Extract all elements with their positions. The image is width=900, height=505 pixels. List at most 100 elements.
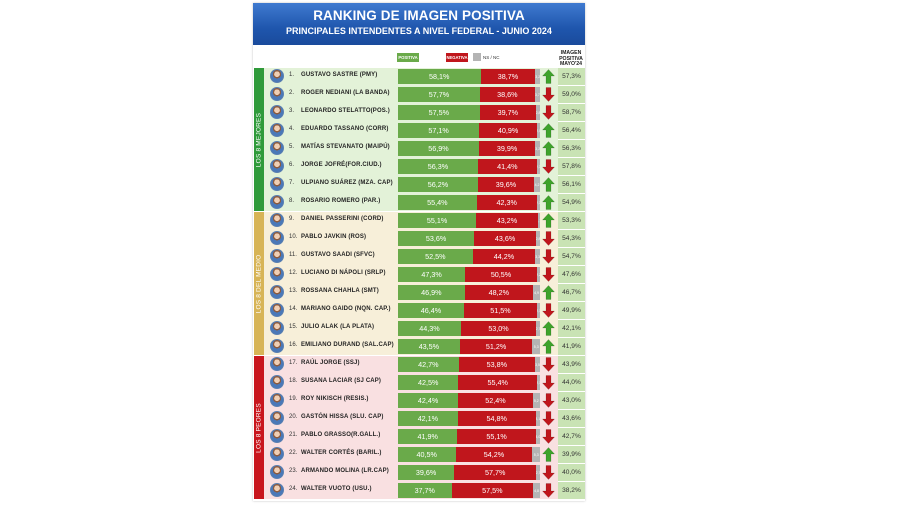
- mayor-name: WALTER CORTÉS (BARIL.): [301, 450, 382, 456]
- rank-number: 22.: [289, 450, 298, 456]
- bar-nsnc: 5,3: [532, 447, 540, 462]
- legend-positive-label: POSITIVA: [397, 52, 419, 62]
- mayor-name: PABLO JAVKIN (ROS): [301, 234, 367, 240]
- bar-positive: 56,9%: [398, 141, 479, 156]
- bar-negative: 44,2%: [472, 249, 536, 264]
- avatar: [270, 375, 284, 389]
- bar-nsnc: 3,2: [535, 69, 540, 84]
- bar-positive: 56,2%: [398, 177, 478, 192]
- rank-number: 2.: [289, 90, 295, 96]
- mayor-name: GUSTAVO SASTRE (PMY): [301, 72, 378, 78]
- mayor-name: LUCIANO DI NÁPOLI (SRLP): [301, 270, 386, 276]
- bar-nsnc: 2,0: [537, 123, 540, 138]
- table-row: 2. ROGER NEDIANI (LA BANDA) 57,7% 38,6% 3,7 5…: [253, 86, 585, 103]
- previous-value: 56,4%: [558, 122, 585, 139]
- bar-negative: 51,2%: [459, 339, 533, 354]
- bar-nsnc: 3,5: [535, 357, 540, 372]
- legend-negative: NEGATIVA: [446, 52, 468, 62]
- bar-negative: 53,8%: [458, 357, 536, 372]
- rank-number: 21.: [289, 432, 298, 438]
- avatar: [270, 447, 284, 461]
- table-row: 23. ARMANDO MOLINA (LR.CAP) 39,6% 57,7% 2,7 4…: [253, 464, 585, 481]
- mayor-name: ARMANDO MOLINA (LR.CAP): [301, 468, 389, 474]
- previous-value: 57,8%: [558, 158, 585, 175]
- table-row: 17. RAÚL JORGE (SSJ) 42,7% 53,8% 3,5 43,9%: [253, 356, 585, 373]
- bar-negative: 43,6%: [474, 231, 537, 246]
- bar-positive: 42,4%: [398, 393, 459, 408]
- table-row: 15. JULIO ALAK (LA PLATA) 44,3% 53,0% 2,7 42,…: [253, 320, 585, 337]
- table-row: 19. ROY NIKISCH (RESIS.) 42,4% 52,4% 5,2 43,0…: [253, 392, 585, 409]
- table-row: 8. ROSARIO ROMERO (PAR.) 55,4% 42,3% 2,3 54,9…: [253, 194, 585, 211]
- mayor-name: ROGER NEDIANI (LA BANDA): [301, 90, 390, 96]
- arrow-up-icon: [542, 69, 555, 84]
- previous-value: 43,0%: [558, 392, 585, 409]
- mayor-name: GASTÓN HISSA (SLU. CAP): [301, 414, 384, 420]
- bar-positive: 57,1%: [398, 123, 480, 138]
- rank-number: 24.: [289, 486, 298, 492]
- rank-number: 1.: [289, 72, 295, 78]
- avatar: [270, 357, 284, 371]
- bar-negative: 38,6%: [479, 87, 535, 102]
- legend-nsnc: NS / NC: [473, 52, 500, 62]
- bar-negative: 39,7%: [479, 105, 536, 120]
- bar-nsnc: 3,2: [535, 141, 540, 156]
- arrow-up-icon: [542, 141, 555, 156]
- bar-positive: 46,9%: [398, 285, 465, 300]
- legend-nsnc-swatch: [473, 53, 481, 61]
- rank-number: 17.: [289, 360, 298, 366]
- mayor-name: JULIO ALAK (LA PLATA): [301, 324, 375, 330]
- rank-number: 5.: [289, 144, 295, 150]
- mayor-name: PABLO GRASSO(R.GALL.): [301, 432, 381, 438]
- table-row: 11. GUSTAVO SAADI (SFVC) 52,5% 44,2% 3,3 54,7…: [253, 248, 585, 265]
- avatar: [270, 123, 284, 137]
- rank-number: 14.: [289, 306, 298, 312]
- chart-title: RANKING DE IMAGEN POSITIVA: [313, 8, 525, 23]
- rank-number: 15.: [289, 324, 298, 330]
- mayor-name: EMILIANO DURAND (SAL.CAP): [301, 342, 394, 348]
- arrow-down-icon: [542, 159, 555, 174]
- bar-negative: 57,7%: [454, 465, 537, 480]
- bar-negative: 40,9%: [479, 123, 538, 138]
- table-row: 3. LEONARDO STELATTO(POS.) 57,5% 39,7% 2,8 58…: [253, 104, 585, 121]
- avatar: [270, 321, 284, 335]
- bar-negative: 54,8%: [457, 411, 536, 426]
- bar-nsnc: 4,2: [534, 177, 540, 192]
- table-row: 10. PABLO JAVKIN (ROS) 53,6% 43,6% 2,8 54,3%: [253, 230, 585, 247]
- bar-nsnc: 2,8: [536, 105, 540, 120]
- bar-positive: 43,5%: [398, 339, 460, 354]
- avatar: [270, 429, 284, 443]
- arrow-up-icon: [542, 177, 555, 192]
- previous-value: 44,0%: [558, 374, 585, 391]
- avatar: [270, 159, 284, 173]
- bar-negative: 38,7%: [480, 69, 536, 84]
- mayor-name: ROY NIKISCH (RESIS.): [301, 396, 369, 402]
- rank-number: 16.: [289, 342, 298, 348]
- table-row: 1. GUSTAVO SASTRE (PMY) 58,1% 38,7% 3,2 57,3%: [253, 68, 585, 85]
- table-row: 12. LUCIANO DI NÁPOLI (SRLP) 47,3% 50,5% 2,2…: [253, 266, 585, 283]
- bar-nsnc: 2,1: [537, 303, 540, 318]
- previous-value: 58,7%: [558, 104, 585, 121]
- ranking-card: RANKING DE IMAGEN POSITIVA PRINCIPALES I…: [253, 3, 585, 501]
- group-bar: LOS 8 MEJORES: [254, 68, 264, 211]
- avatar: [270, 195, 284, 209]
- arrow-down-icon: [542, 303, 555, 318]
- mayor-name: DANIEL PASSERINI (CORD): [301, 216, 384, 222]
- bar-positive: 42,5%: [398, 375, 459, 390]
- table-row: 6. JORGE JOFRÉ(FOR.CIUD.) 56,3% 41,4% 2,3 57,…: [253, 158, 585, 175]
- bar-positive: 57,7%: [398, 87, 480, 102]
- legend-positive: POSITIVA: [397, 52, 419, 62]
- arrow-down-icon: [542, 465, 555, 480]
- bar-nsnc: 4,9: [533, 285, 540, 300]
- arrow-up-icon: [542, 213, 555, 228]
- bar-positive: 53,6%: [398, 231, 475, 246]
- avatar: [270, 87, 284, 101]
- rank-number: 19.: [289, 396, 298, 402]
- bar-positive: 42,1%: [398, 411, 458, 426]
- previous-value: 54,7%: [558, 248, 585, 265]
- avatar: [270, 303, 284, 317]
- previous-value: 57,3%: [558, 68, 585, 85]
- avatar: [270, 339, 284, 353]
- mayor-name: GUSTAVO SAADI (SFVC): [301, 252, 375, 258]
- bar-positive: 39,6%: [398, 465, 455, 480]
- rank-number: 11.: [289, 252, 297, 258]
